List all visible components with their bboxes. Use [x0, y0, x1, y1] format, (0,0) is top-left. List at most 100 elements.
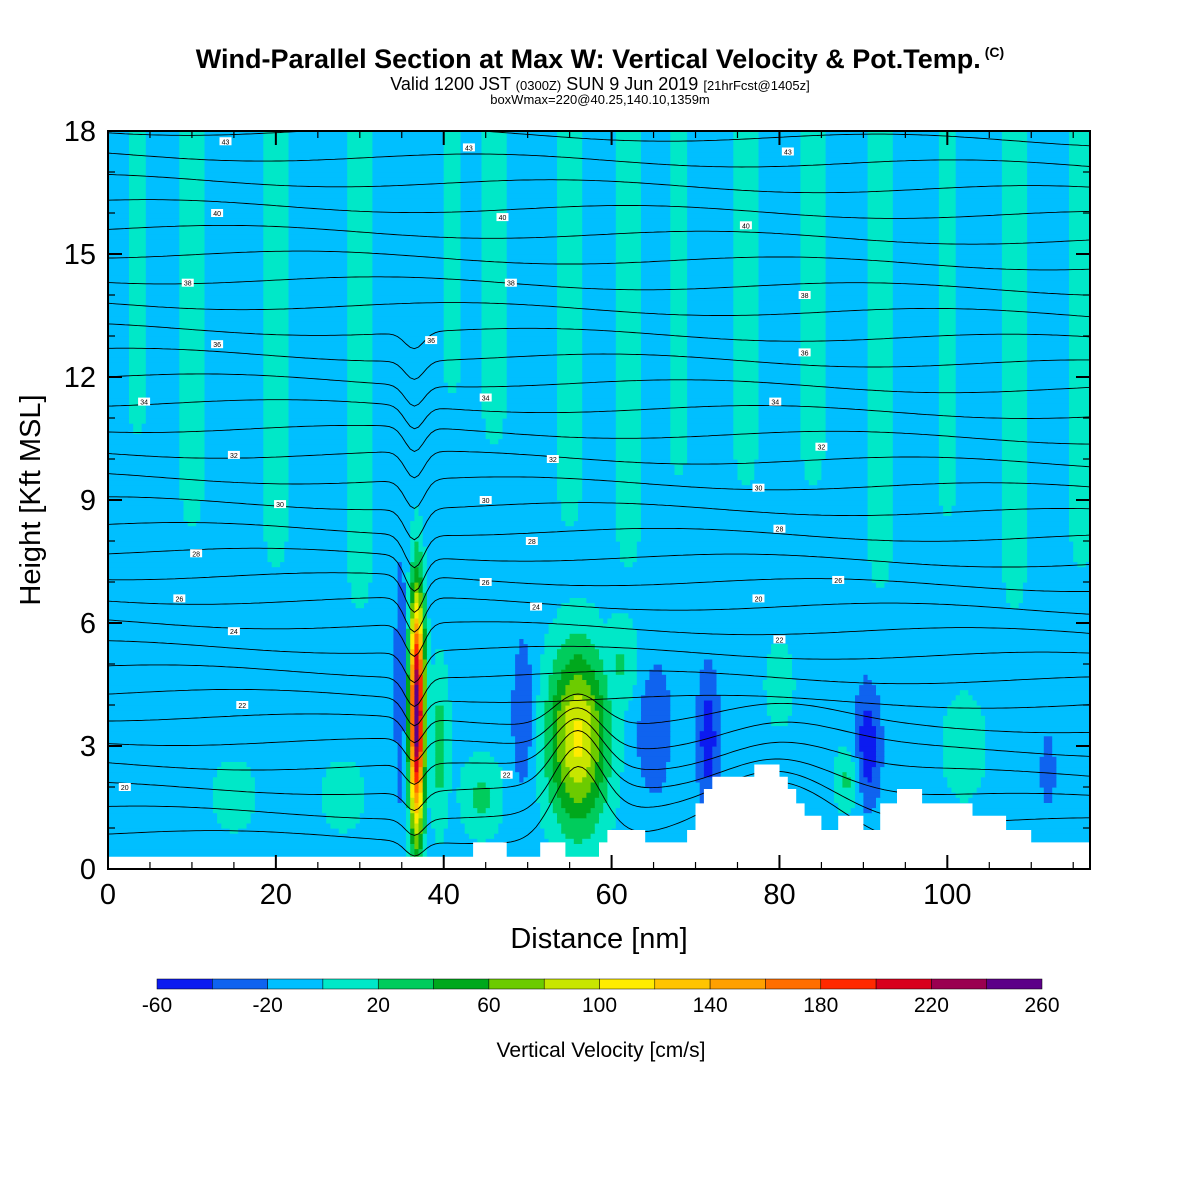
- field-cell: [536, 699, 546, 706]
- field-cell: [406, 746, 411, 752]
- field-cell: [460, 351, 483, 358]
- field-cell: [263, 382, 290, 388]
- field-cell: [431, 658, 436, 665]
- field-cell: [393, 699, 407, 706]
- field-cell: [641, 166, 671, 173]
- field-cell: [582, 131, 617, 137]
- field-cell: [414, 658, 420, 665]
- field-cell: [506, 295, 558, 301]
- field-cell: [372, 310, 445, 317]
- field-cell: [867, 233, 894, 240]
- field-cell: [347, 433, 373, 440]
- field-cell: [288, 172, 348, 178]
- field-cell: [481, 156, 508, 163]
- field-cell: [179, 464, 206, 470]
- field-cell: [938, 402, 957, 409]
- field-cell: [1069, 530, 1090, 537]
- field-cell: [288, 248, 348, 255]
- field-cell: [473, 797, 491, 803]
- field-cell: [179, 402, 206, 409]
- field-cell: [867, 489, 894, 496]
- field-cell: [938, 479, 957, 486]
- field-cell: [611, 725, 625, 732]
- field-cell: [515, 669, 533, 675]
- field-cell: [712, 766, 722, 773]
- field-cell: [615, 397, 642, 404]
- field-cell: [443, 648, 520, 655]
- field-cell: [1001, 464, 1028, 470]
- field-cell: [263, 407, 290, 414]
- field-cell: [641, 141, 671, 147]
- field-cell: [502, 766, 516, 773]
- field-cell: [985, 735, 1045, 742]
- field-cell: [552, 705, 562, 711]
- field-cell: [636, 541, 869, 547]
- field-cell: [1027, 530, 1070, 537]
- field-cell: [582, 740, 592, 747]
- field-cell: [288, 525, 348, 532]
- field-cell: [733, 146, 760, 153]
- field-cell: [129, 223, 147, 229]
- field-cell: [976, 699, 1090, 706]
- field-cell: [393, 643, 407, 650]
- field-cell: [615, 387, 642, 393]
- field-cell: [712, 771, 722, 778]
- field-cell: [179, 202, 206, 209]
- field-cell: [1069, 136, 1090, 142]
- field-cell: [1027, 284, 1070, 291]
- field-cell: [955, 315, 1003, 322]
- field-cell: [611, 612, 629, 619]
- field-cell: [1001, 377, 1028, 383]
- field-cell: [506, 300, 558, 306]
- field-cell: [825, 315, 869, 322]
- field-cell: [498, 822, 541, 829]
- field-cell: [108, 197, 130, 204]
- field-cell: [892, 269, 940, 276]
- field-cell: [410, 617, 415, 624]
- field-cell: [687, 264, 734, 270]
- field-cell: [347, 448, 373, 455]
- field-cell: [108, 274, 130, 281]
- field-cell: [372, 500, 562, 506]
- field-cell: [594, 705, 604, 711]
- field-cell: [1052, 797, 1090, 803]
- field-cell: [418, 807, 424, 814]
- field-cell: [372, 423, 487, 429]
- field-cell: [834, 787, 856, 793]
- field-cell: [557, 259, 583, 265]
- field-cell: [834, 756, 852, 762]
- colorbar-swatch: [875, 978, 932, 990]
- field-cell: [418, 761, 424, 768]
- field-cell: [892, 377, 940, 383]
- field-cell: [464, 822, 499, 829]
- field-cell: [586, 766, 596, 773]
- field-cell: [800, 131, 827, 137]
- field-cell: [733, 325, 760, 332]
- field-cell: [737, 464, 755, 470]
- field-cell: [561, 771, 571, 778]
- field-cell: [288, 402, 348, 409]
- field-cell: [254, 792, 323, 798]
- field-cell: [489, 802, 504, 809]
- isentrope-label-bg: [190, 549, 203, 558]
- field-cell: [557, 151, 583, 158]
- isentrope-label-bg: [211, 340, 224, 349]
- field-cell: [347, 402, 373, 409]
- field-cell: [599, 792, 608, 798]
- field-cell: [263, 515, 290, 522]
- isentrope-label-bg: [173, 594, 186, 603]
- field-cell: [426, 607, 558, 614]
- field-cell: [443, 136, 462, 142]
- field-cell: [204, 305, 264, 311]
- field-cell: [401, 756, 407, 762]
- field-cell: [540, 689, 550, 696]
- field-cell: [447, 684, 516, 691]
- field-cell: [506, 192, 558, 199]
- field-cell: [129, 207, 147, 214]
- field-cell: [620, 546, 638, 552]
- field-cell: [758, 289, 802, 296]
- field-cell: [288, 530, 348, 537]
- field-cell: [485, 418, 504, 424]
- field-cell: [1039, 756, 1057, 762]
- field-cell: [670, 346, 688, 352]
